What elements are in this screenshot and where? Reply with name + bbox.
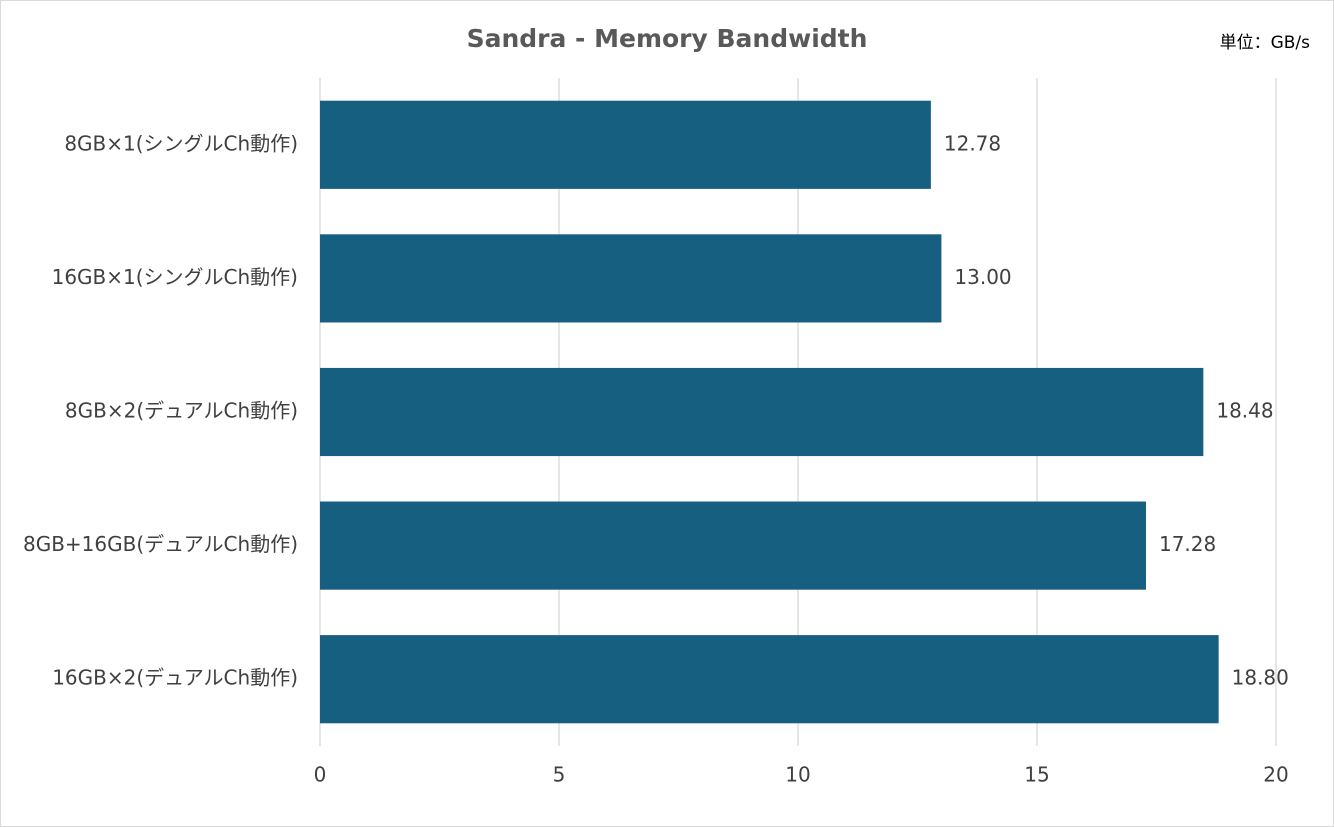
x-tick-label: 20 [1263,763,1288,787]
bar [320,234,942,323]
bar [320,367,1204,457]
value-label: 12.78 [944,131,1001,155]
chart-title: Sandra - Memory Bandwidth [467,24,868,53]
value-label: 18.48 [1216,399,1273,423]
value-label: 13.00 [954,265,1011,289]
y-tick-label: 16GB×2(デュアルCh動作) [52,666,298,690]
x-tick-label: 0 [314,763,327,787]
value-label: 17.28 [1159,532,1216,556]
y-tick-label: 16GB×1(シングルCh動作) [52,265,298,289]
bar [320,501,1146,590]
x-tick-label: 10 [785,763,810,787]
value-label: 18.80 [1232,666,1289,690]
x-tick-label: 5 [553,763,566,787]
bar [320,635,1219,724]
x-tick-label: 15 [1024,763,1049,787]
bar [320,100,931,189]
y-tick-label: 8GB+16GB(デュアルCh動作) [23,532,298,556]
y-tick-label: 8GB×2(デュアルCh動作) [65,399,298,423]
y-tick-label: 8GB×1(シングルCh動作) [64,131,298,155]
unit-label: 単位：GB/s [1220,33,1311,53]
